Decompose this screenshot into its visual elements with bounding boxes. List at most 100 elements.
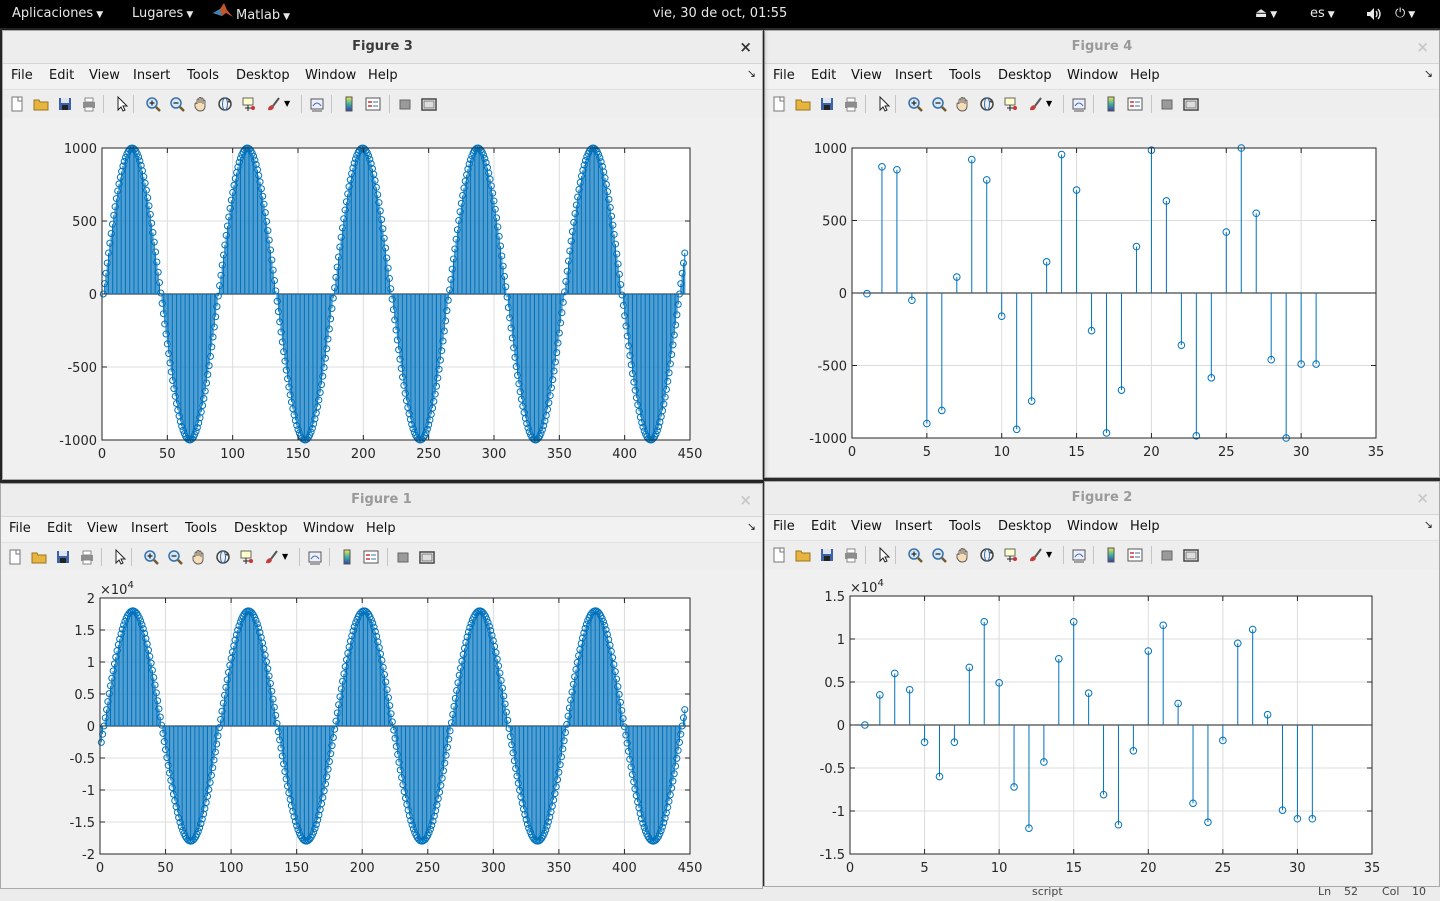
- zoom-out-icon[interactable]: [169, 96, 185, 112]
- app-menu[interactable]: Matlab ▼: [212, 0, 290, 28]
- pan-icon[interactable]: [955, 547, 971, 563]
- menu-insert[interactable]: Insert: [895, 68, 933, 83]
- show-plot-tools-icon[interactable]: [421, 96, 437, 112]
- open-file-icon[interactable]: [33, 96, 49, 112]
- zoom-out-icon[interactable]: [167, 549, 183, 565]
- menu-desktop[interactable]: Desktop: [998, 519, 1052, 534]
- pan-icon[interactable]: [193, 96, 209, 112]
- menu-edit[interactable]: Edit: [49, 68, 75, 83]
- rotate-3d-icon[interactable]: [979, 96, 995, 112]
- clock-label[interactable]: vie, 30 de oct, 01:55: [652, 6, 788, 21]
- open-file-icon[interactable]: [31, 549, 47, 565]
- title-bar[interactable]: Figure 1 ×: [1, 484, 762, 517]
- hide-plot-tools-icon[interactable]: [1159, 547, 1175, 563]
- new-figure-icon[interactable]: [7, 549, 23, 565]
- edit-plot-icon[interactable]: [876, 96, 892, 112]
- save-icon[interactable]: [819, 96, 835, 112]
- data-cursor-icon[interactable]: [241, 96, 257, 112]
- link-plot-icon[interactable]: [307, 549, 323, 565]
- power-menu[interactable]: ⏻ ▼: [1395, 0, 1415, 28]
- menu-file[interactable]: File: [11, 68, 33, 83]
- hide-plot-tools-icon[interactable]: [395, 549, 411, 565]
- menu-view[interactable]: View: [89, 68, 120, 83]
- menu-help[interactable]: Help: [1130, 68, 1160, 83]
- menu-insert[interactable]: Insert: [133, 68, 171, 83]
- pan-icon[interactable]: [955, 96, 971, 112]
- close-icon[interactable]: ×: [739, 38, 752, 56]
- data-cursor-icon[interactable]: [1003, 96, 1019, 112]
- save-icon[interactable]: [57, 96, 73, 112]
- places-menu[interactable]: Lugares ▼: [132, 0, 193, 28]
- menu-window[interactable]: Window: [1067, 68, 1119, 83]
- legend-icon[interactable]: [1127, 96, 1143, 112]
- figure-3-window[interactable]: Figure 3 × File Edit View Insert Tools Desktop W…: [2, 30, 763, 480]
- zoom-in-icon[interactable]: [145, 96, 161, 112]
- apps-menu[interactable]: Aplicaciones ▼: [12, 0, 103, 28]
- data-cursor-icon[interactable]: [239, 549, 255, 565]
- menu-help[interactable]: Help: [1130, 519, 1160, 534]
- stem-chart[interactable]: 0 5 10 15 20 25 30 35 -1.5 -1 -0.5 0 0.5 1 1.5 ×104: [765, 569, 1439, 886]
- close-icon[interactable]: ×: [1416, 38, 1429, 56]
- close-icon[interactable]: ×: [739, 491, 752, 509]
- menu-edit[interactable]: Edit: [47, 521, 73, 536]
- edit-plot-icon[interactable]: [112, 549, 128, 565]
- brush-dropdown-icon[interactable]: ▼: [284, 99, 291, 108]
- hide-plot-tools-icon[interactable]: [397, 96, 413, 112]
- brush-dropdown-icon[interactable]: ▼: [282, 552, 289, 561]
- link-plot-icon[interactable]: [1071, 547, 1087, 563]
- zoom-out-icon[interactable]: [931, 96, 947, 112]
- menu-tools[interactable]: Tools: [187, 68, 220, 83]
- menu-edit[interactable]: Edit: [811, 519, 837, 534]
- menu-insert[interactable]: Insert: [131, 521, 169, 536]
- menu-tools[interactable]: Tools: [949, 68, 982, 83]
- legend-icon[interactable]: [363, 549, 379, 565]
- figure-2-window[interactable]: Figure 2 × File Edit View Insert Tools Desktop W…: [764, 481, 1440, 887]
- brush-icon[interactable]: [265, 96, 281, 112]
- open-file-icon[interactable]: [795, 96, 811, 112]
- menu-view[interactable]: View: [851, 68, 882, 83]
- data-cursor-icon[interactable]: [1003, 547, 1019, 563]
- menu-file[interactable]: File: [773, 68, 795, 83]
- menu-file[interactable]: File: [9, 521, 31, 536]
- link-plot-icon[interactable]: [1071, 96, 1087, 112]
- brush-dropdown-icon[interactable]: ▼: [1046, 550, 1053, 559]
- brush-dropdown-icon[interactable]: ▼: [1046, 99, 1053, 108]
- menu-window[interactable]: Window: [305, 68, 357, 83]
- stem-chart[interactable]: 0 50 100 150 200 250 300 350 400 450 -2 -1.5 -1 -0.5 0…: [1, 571, 762, 888]
- title-bar[interactable]: Figure 2 ×: [765, 482, 1439, 515]
- menu-help[interactable]: Help: [366, 521, 396, 536]
- menu-edit[interactable]: Edit: [811, 68, 837, 83]
- stem-chart[interactable]: 0 50 100 150 200 250 300 350 400 450 -1000 -500 0 500…: [3, 118, 762, 479]
- legend-icon[interactable]: [365, 96, 381, 112]
- new-figure-icon[interactable]: [9, 96, 25, 112]
- brush-icon[interactable]: [263, 549, 279, 565]
- stem-chart[interactable]: 0 5 10 15 20 25 30 35 -1000 -500 0 500 1000: [765, 118, 1439, 477]
- menu-tools[interactable]: Tools: [949, 519, 982, 534]
- title-bar[interactable]: Figure 4 ×: [765, 31, 1439, 64]
- hide-plot-tools-icon[interactable]: [1159, 96, 1175, 112]
- rotate-3d-icon[interactable]: [215, 549, 231, 565]
- figure-4-window[interactable]: Figure 4 × File Edit View Insert Tools Desktop W…: [764, 30, 1440, 478]
- colorbar-icon[interactable]: [1103, 547, 1119, 563]
- title-bar[interactable]: Figure 3 ×: [3, 31, 762, 64]
- zoom-in-icon[interactable]: [143, 549, 159, 565]
- open-file-icon[interactable]: [795, 547, 811, 563]
- rotate-3d-icon[interactable]: [217, 96, 233, 112]
- dock-figure-icon[interactable]: ↘: [746, 520, 756, 533]
- zoom-in-icon[interactable]: [907, 547, 923, 563]
- menu-view[interactable]: View: [851, 519, 882, 534]
- link-plot-icon[interactable]: [309, 96, 325, 112]
- edit-plot-icon[interactable]: [876, 547, 892, 563]
- menu-view[interactable]: View: [87, 521, 118, 536]
- menu-insert[interactable]: Insert: [895, 519, 933, 534]
- menu-desktop[interactable]: Desktop: [998, 68, 1052, 83]
- colorbar-icon[interactable]: [341, 96, 357, 112]
- dock-figure-icon[interactable]: ↘: [1423, 67, 1433, 80]
- print-icon[interactable]: [843, 547, 859, 563]
- brush-icon[interactable]: [1027, 96, 1043, 112]
- figure-1-window[interactable]: Figure 1 × File Edit View Insert Tools Desktop W…: [0, 483, 763, 889]
- colorbar-icon[interactable]: [339, 549, 355, 565]
- close-icon[interactable]: ×: [1416, 489, 1429, 507]
- language-menu[interactable]: es ▼: [1310, 0, 1335, 28]
- new-figure-icon[interactable]: [771, 96, 787, 112]
